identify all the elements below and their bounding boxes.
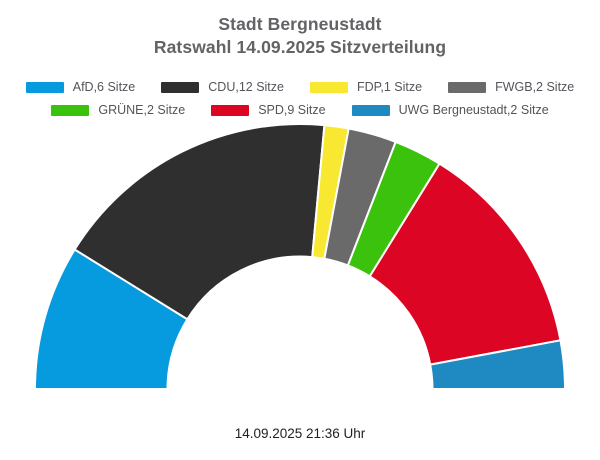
legend-label: GRÜNE,2 Sitze: [98, 103, 186, 117]
legend-swatch-fwgb: [448, 81, 487, 93]
legend-label: SPD,9 Sitze: [258, 103, 326, 117]
legend-item-fwgb: FWGB,2 Sitze: [448, 80, 574, 94]
legend-row: AfD,6 Sitze CDU,12 Sitze FDP,1 Sitze FWGB,2…: [25, 80, 574, 94]
chart-title: Stadt Bergneustadt Ratswahl 14.09.2025 S…: [0, 13, 600, 59]
legend-label: AfD,6 Sitze: [72, 80, 136, 94]
legend: AfD,6 Sitze CDU,12 Sitze FDP,1 Sitze FWGB,2…: [0, 80, 600, 117]
donut-segment-uwg-bergneustadt: [429, 339, 566, 390]
seat-distribution-donut: [34, 123, 566, 390]
legend-swatch-fdp: [310, 81, 348, 93]
chart-title-line2: Ratswahl 14.09.2025 Sitzverteilung: [153, 37, 447, 57]
legend-swatch-afd: [25, 81, 64, 93]
legend-swatch-uwg-bergneustadt: [351, 104, 390, 116]
legend-item-fdp: FDP,1 Sitze: [310, 80, 422, 94]
legend-label: UWG Bergneustadt,2 Sitze: [398, 103, 549, 117]
legend-item-afd: AfD,6 Sitze: [25, 80, 136, 94]
legend-swatch-gr-ne: [51, 104, 90, 116]
legend-item-gr-ne: GRÜNE,2 Sitze: [51, 103, 185, 117]
legend-item-uwg-bergneustadt: UWG Bergneustadt,2 Sitze: [351, 103, 549, 117]
chart-title-line1: Stadt Bergneustadt: [218, 14, 382, 34]
legend-row: GRÜNE,2 Sitze SPD,9 Sitze UWG Bergneustadt…: [51, 103, 549, 117]
legend-swatch-spd: [211, 104, 250, 116]
legend-item-cdu: CDU,12 Sitze: [161, 80, 284, 94]
legend-label: FDP,1 Sitze: [357, 80, 423, 94]
legend-label: FWGB,2 Sitze: [495, 80, 575, 94]
legend-item-spd: SPD,9 Sitze: [211, 103, 326, 117]
donut-segment-spd: [368, 162, 562, 366]
legend-label: CDU,12 Sitze: [208, 80, 284, 94]
donut-segment-cdu: [73, 123, 326, 321]
timestamp: 14.09.2025 21:36 Uhr: [234, 426, 366, 441]
legend-swatch-cdu: [161, 81, 200, 93]
